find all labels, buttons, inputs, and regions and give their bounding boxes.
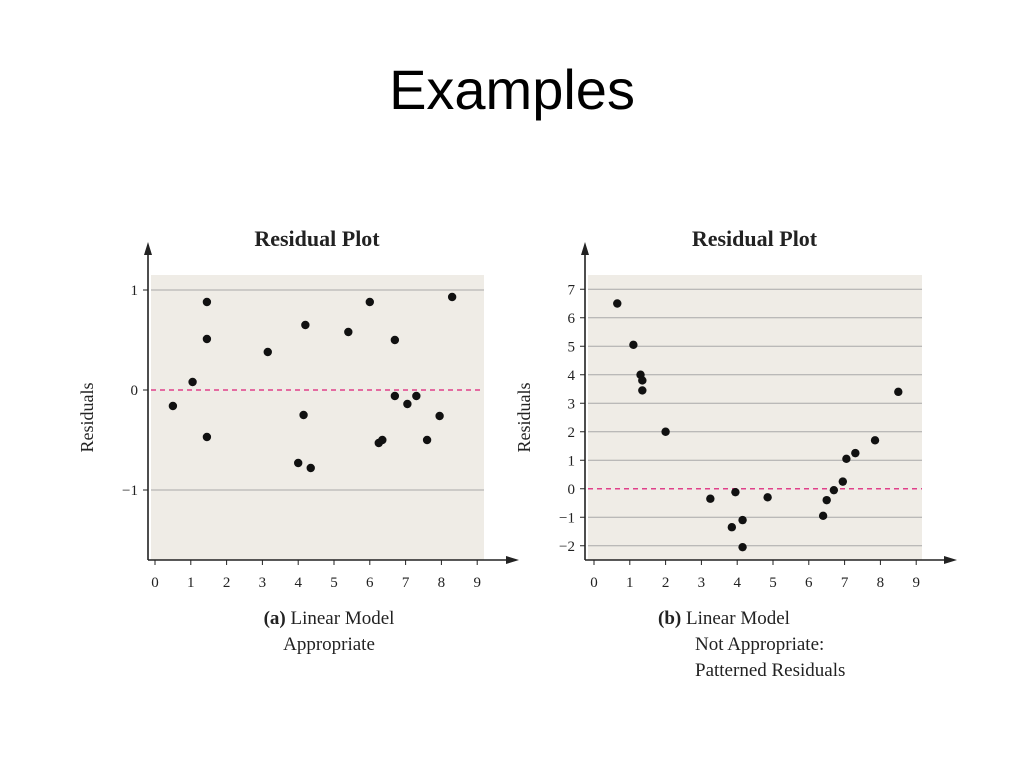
x-axis-arrow-b <box>944 556 957 564</box>
x-tick-label-b: 6 <box>805 575 813 591</box>
data-point-b <box>851 448 860 458</box>
data-point-a <box>168 401 178 411</box>
caption-b-line-1: Linear Model <box>685 608 790 629</box>
data-point-b <box>763 493 772 502</box>
residual-figure: 1 0 −1 0 1 2 3 4 5 6 7 8 9 Residual Plot Residuals 7 6 5 4… <box>60 215 960 695</box>
data-point-a <box>378 435 387 445</box>
caption-a-label: (a) <box>263 608 286 629</box>
data-point-a <box>188 377 197 387</box>
data-point-a <box>202 297 212 307</box>
chart-title-b: Residual Plot <box>692 226 818 251</box>
data-point-a <box>306 463 315 473</box>
x-tick-label-a: 0 <box>151 575 159 591</box>
y-tick-label-b: 5 <box>568 339 576 355</box>
y-tick-label-b: 1 <box>568 453 576 469</box>
data-point-a <box>412 391 421 401</box>
x-tick-label-a: 6 <box>366 575 374 591</box>
data-point-b <box>661 427 670 436</box>
caption-a-line-2: Appropriate <box>283 634 375 655</box>
y-tick-label-a: 1 <box>131 283 139 299</box>
data-point-a <box>294 458 303 468</box>
x-tick-label-a: 9 <box>473 575 481 591</box>
data-point-b <box>870 436 880 445</box>
y-axis-label-b: Residuals <box>514 383 534 453</box>
y-tick-label-a: 0 <box>131 383 139 399</box>
y-tick-label-b: −1 <box>559 510 575 526</box>
caption-b-line-2: Not Appropriate: <box>695 634 825 655</box>
residual-plots-svg: 1 0 −1 0 1 2 3 4 5 6 7 8 9 Residual Plot Residuals 7 6 5 4… <box>77 226 957 591</box>
data-point-b <box>894 387 903 397</box>
plot-area-a <box>151 275 484 560</box>
data-point-a <box>301 320 310 330</box>
x-tick-label-b: 2 <box>662 575 670 591</box>
y-axis-arrow-b <box>581 242 589 255</box>
chart-title-a: Residual Plot <box>254 226 380 251</box>
data-point-b <box>838 477 848 486</box>
y-tick-label-a: −1 <box>122 483 138 499</box>
caption-b-label: (b) <box>658 608 682 629</box>
y-axis-arrow-a <box>144 242 152 255</box>
data-point-a <box>390 335 400 345</box>
data-point-a <box>403 399 412 409</box>
data-point-b <box>731 487 740 497</box>
x-tick-label-b: 3 <box>698 575 706 591</box>
plot-area-b <box>588 275 922 560</box>
x-tick-label-a: 5 <box>330 575 338 591</box>
data-point-a <box>202 432 212 442</box>
data-point-b <box>738 515 747 525</box>
x-tick-label-b: 8 <box>877 575 885 591</box>
x-tick-label-b: 0 <box>590 575 598 591</box>
y-axis-label-a: Residuals <box>77 383 97 453</box>
x-tick-label-b: 4 <box>733 575 741 591</box>
y-tick-label-b: 0 <box>568 482 576 498</box>
data-point-a <box>263 347 272 357</box>
data-point-a <box>447 292 457 302</box>
x-tick-label-b: 1 <box>626 575 634 591</box>
data-point-a <box>299 410 308 420</box>
data-point-a <box>202 334 212 344</box>
data-point-b <box>706 494 715 503</box>
slide-title: Examples <box>389 58 635 121</box>
caption-b-line-3: Patterned Residuals <box>695 660 846 681</box>
data-point-b <box>829 485 839 495</box>
data-point-b <box>638 386 647 395</box>
y-tick-label-b: 4 <box>568 368 576 384</box>
caption-a-line-1: Linear Model <box>290 608 395 629</box>
data-point-b <box>629 340 638 350</box>
x-tick-label-a: 8 <box>438 575 446 591</box>
x-tick-label-a: 3 <box>259 575 267 591</box>
data-point-a <box>390 391 400 401</box>
y-tick-label-b: 3 <box>568 396 576 412</box>
data-point-a <box>435 411 444 421</box>
y-tick-label-b: 6 <box>568 311 576 327</box>
x-axis-arrow-a <box>506 556 519 564</box>
data-point-b <box>738 542 747 552</box>
x-tick-label-a: 2 <box>223 575 231 591</box>
data-point-a <box>365 297 374 307</box>
data-point-b <box>822 495 831 505</box>
x-tick-label-a: 4 <box>294 575 302 591</box>
data-point-b <box>818 511 828 521</box>
data-point-b <box>727 523 737 532</box>
y-tick-label-b: −2 <box>559 539 575 555</box>
x-tick-label-a: 7 <box>402 575 410 591</box>
y-tick-label-b: 2 <box>568 425 576 441</box>
data-point-b <box>613 299 622 308</box>
x-tick-label-b: 9 <box>912 575 920 591</box>
x-tick-label-b: 5 <box>769 575 777 591</box>
x-tick-label-b: 7 <box>841 575 849 591</box>
data-point-b <box>638 376 647 385</box>
x-tick-label-a: 1 <box>187 575 195 591</box>
data-point-b <box>842 454 851 464</box>
caption-b: (b) Linear Model Not Appropriate: Patter… <box>658 606 845 684</box>
y-tick-label-b: 7 <box>568 282 576 298</box>
caption-a: (a) Linear Model Appropriate <box>234 606 424 658</box>
data-point-a <box>344 327 353 337</box>
data-point-a <box>422 435 432 445</box>
